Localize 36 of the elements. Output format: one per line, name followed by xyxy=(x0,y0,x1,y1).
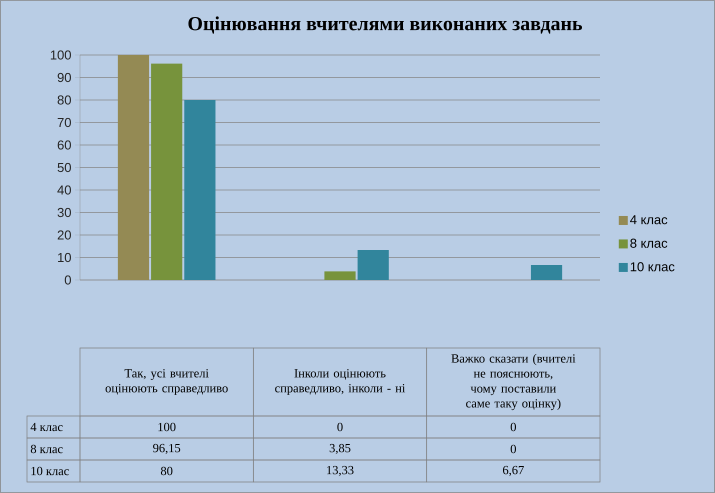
y-tick-label: 100 xyxy=(50,50,71,60)
y-tick-label: 70 xyxy=(58,118,71,128)
legend-label: 4 клас xyxy=(630,215,668,224)
data-label: 80 xyxy=(160,466,172,476)
y-tick-label: 30 xyxy=(58,208,71,218)
data-label: 0 xyxy=(337,422,343,432)
x-tick-label: Так, усі вчителі оцінюють справедливо xyxy=(106,369,228,395)
data-label: 96,15 xyxy=(153,444,180,454)
y-tick-label: 40 xyxy=(57,185,71,195)
data-label: 13,33 xyxy=(327,466,354,476)
y-tick-label: 50 xyxy=(58,162,71,172)
bar xyxy=(184,100,216,280)
x-tick-label: Важко сказати (вчителі не пояснюють, чому поставили саме таку оцінку) xyxy=(451,354,576,410)
y-tick-label: 80 xyxy=(58,95,71,105)
data-label: 3,85 xyxy=(330,444,350,454)
chart-title: Оцінювання вчителями виконаних завдань xyxy=(188,16,582,34)
bar xyxy=(530,264,562,280)
text: 4 клас xyxy=(30,422,63,432)
data-label: 0 xyxy=(510,444,516,454)
bar xyxy=(324,271,356,280)
y-tick-label: 20 xyxy=(58,230,71,240)
y-tick-label: 10 xyxy=(58,252,71,262)
bar xyxy=(118,54,150,280)
bar xyxy=(151,64,182,280)
text: 8 клас xyxy=(30,444,63,454)
y-tick-label: 0 xyxy=(64,275,71,285)
text: 10 клас xyxy=(31,466,69,476)
data-label: 100 xyxy=(158,422,176,432)
bar xyxy=(358,250,389,280)
data-label: 6,67 xyxy=(502,466,524,476)
x-tick-label: Інколи оцінюють справедливо, інколи - ні xyxy=(275,369,406,395)
legend-label: 8 клас xyxy=(630,238,668,248)
legend-label: 10 клас xyxy=(630,262,674,272)
y-tick-label: 90 xyxy=(58,72,71,82)
y-tick-label: 60 xyxy=(58,140,71,150)
data-label: 0 xyxy=(510,422,516,432)
